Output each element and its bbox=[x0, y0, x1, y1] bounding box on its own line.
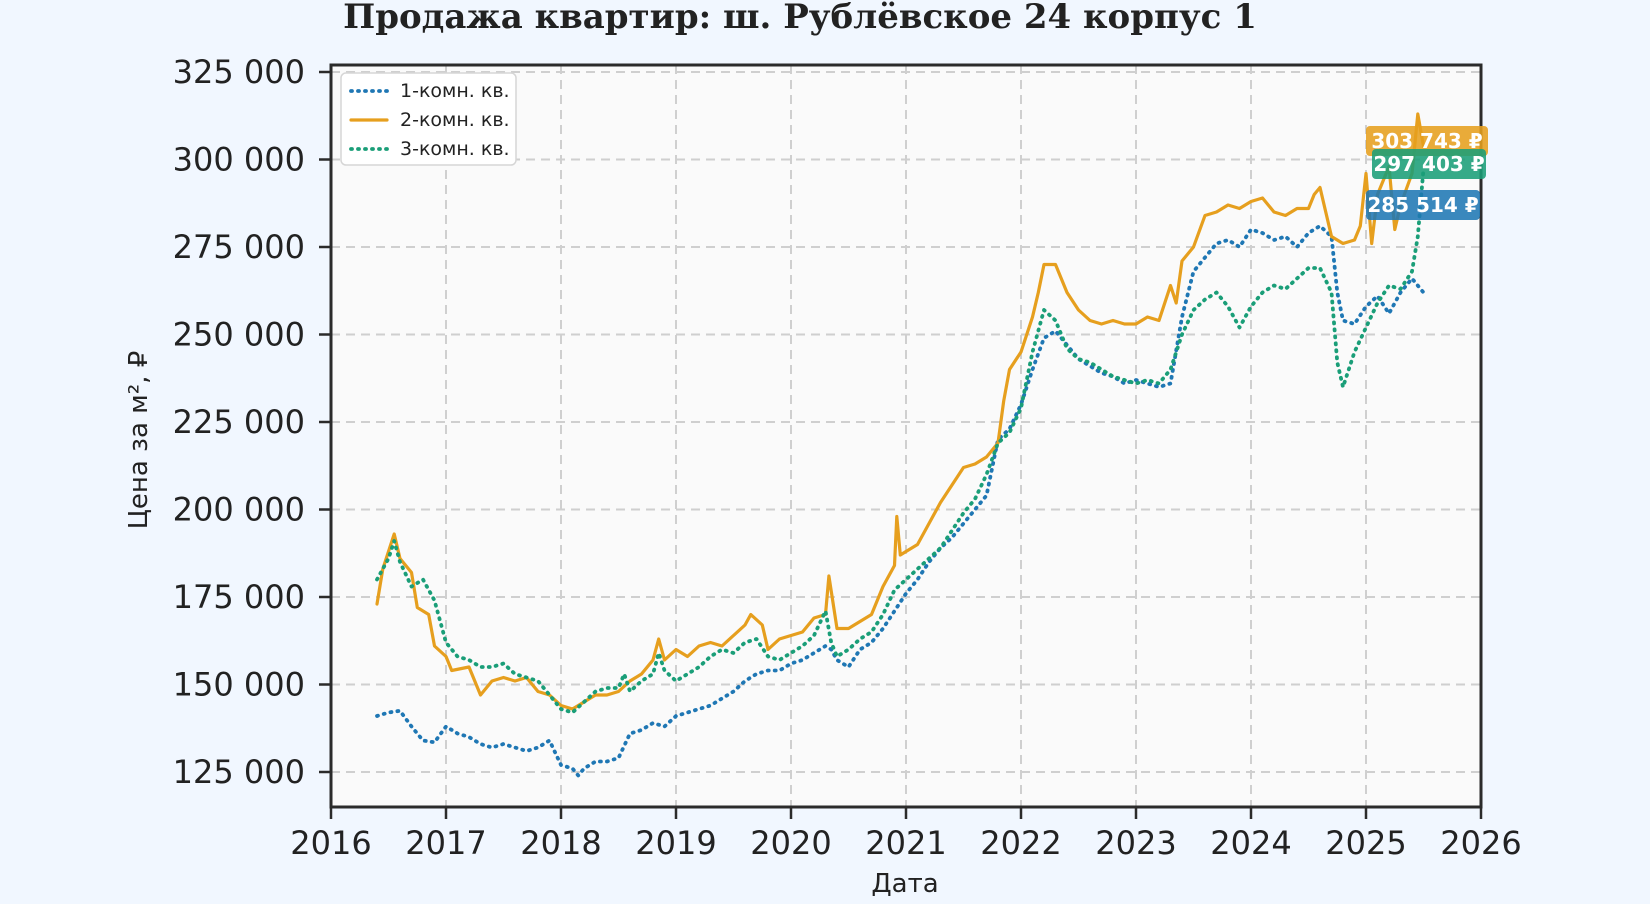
y-tick-label: 300 000 bbox=[173, 141, 305, 179]
y-tick-label: 225 000 bbox=[173, 403, 305, 441]
y-tick-label: 150 000 bbox=[173, 666, 305, 704]
end-value-badge-1 bbox=[1366, 190, 1480, 220]
end-value-badge-2 bbox=[1366, 126, 1488, 156]
x-tick-label: 2021 bbox=[865, 824, 946, 862]
series-line-1 bbox=[375, 224, 1426, 778]
chart-title: Продажа квартир: ш. Рублёвское 24 корпус… bbox=[343, 0, 1257, 37]
x-tick-label: 2017 bbox=[405, 824, 486, 862]
legend-label-3: 3-комн. кв. bbox=[400, 138, 510, 160]
x-tick-label: 2022 bbox=[980, 824, 1061, 862]
x-tick-label: 2024 bbox=[1210, 824, 1291, 862]
legend-label-1: 1-комн. кв. bbox=[400, 80, 510, 102]
x-tick-label: 2018 bbox=[520, 824, 601, 862]
y-tick-label: 175 000 bbox=[173, 578, 305, 616]
x-tick-label: 2023 bbox=[1095, 824, 1176, 862]
x-tick-label: 2019 bbox=[635, 824, 716, 862]
plot-area: 2016 2017 2018 2019 2020 2021 2022 2023 2024 2025… bbox=[173, 53, 1522, 862]
series-line-3 bbox=[375, 166, 1426, 715]
x-axis-label: Дата bbox=[871, 869, 938, 899]
y-axis-label: Цена за м², ₽ bbox=[124, 351, 154, 530]
legend-box bbox=[340, 72, 517, 166]
x-tick-label: 2026 bbox=[1440, 824, 1521, 862]
legend-label-2: 2-комн. кв. bbox=[400, 109, 510, 131]
end-value-label-3: 297 403 ₽ bbox=[1373, 152, 1484, 176]
x-tick-label: 2016 bbox=[290, 824, 371, 862]
y-tick-label: 325 000 bbox=[173, 53, 305, 91]
x-tick-label: 2020 bbox=[750, 824, 831, 862]
end-value-label-1: 285 514 ₽ bbox=[1367, 193, 1478, 217]
y-tick-label: 125 000 bbox=[173, 753, 305, 791]
end-value-badge-3 bbox=[1372, 149, 1486, 179]
y-tick-label: 200 000 bbox=[173, 491, 305, 529]
y-tick-label: 275 000 bbox=[173, 228, 305, 266]
x-tick-label: 2025 bbox=[1325, 824, 1406, 862]
y-tick-label: 250 000 bbox=[173, 316, 305, 354]
